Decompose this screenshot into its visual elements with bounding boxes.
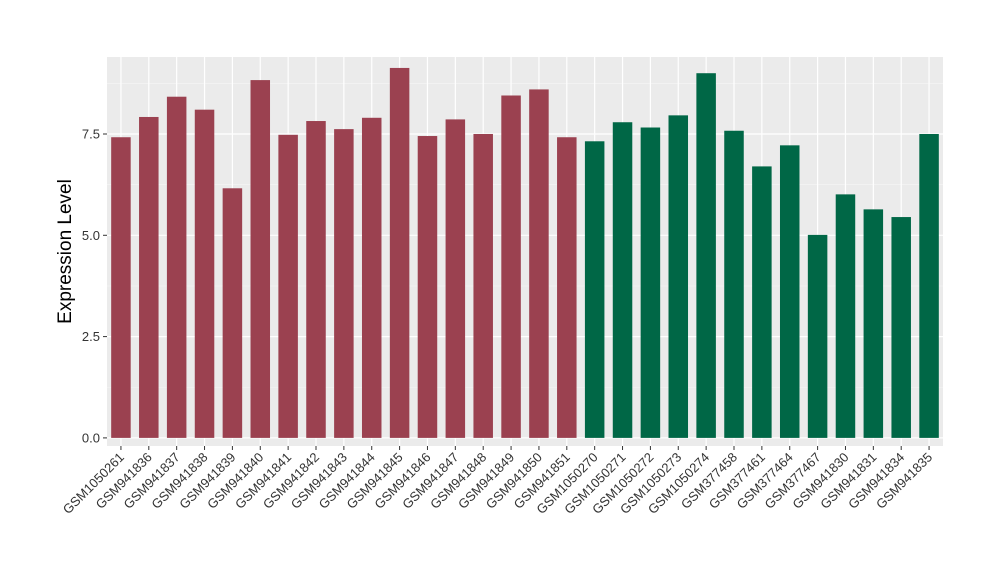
bar-gsm1050273 [668,115,689,438]
y-tick-label: 7.5 [82,126,100,141]
bar-gsm941841 [278,134,298,438]
bar-gsm377467 [807,234,828,438]
bar-gsm1050271 [612,122,633,438]
bars-group [111,67,939,438]
y-axis: 0.0 2.5 5.0 7.5 [82,126,107,445]
bar-gsm941838 [194,109,215,438]
bar-gsm1050272 [640,127,661,438]
bar-gsm1050270 [584,141,605,438]
bar-gsm941848 [473,133,493,438]
bar-gsm941840 [250,80,271,438]
bar-gsm941834 [891,217,911,438]
bar-gsm941835 [919,133,939,438]
bar-gsm941830 [835,194,856,438]
plot-panel [107,57,943,446]
bar-gsm941849 [501,95,521,438]
bar-gsm941850 [529,89,549,438]
bar-gsm941831 [863,209,884,438]
bar-gsm941844 [361,117,382,438]
bar-gsm941847 [445,119,466,438]
bar-gsm377461 [752,166,772,438]
bar-gsm941839 [222,188,243,438]
bar-gsm941846 [417,136,438,438]
bar-gsm941842 [306,121,326,438]
bar-gsm1050261 [111,137,131,438]
bar-gsm941845 [389,67,410,438]
bar-gsm941851 [557,137,577,438]
bar-gsm377458 [724,130,744,438]
bar-gsm377464 [779,145,800,438]
y-axis-title: Expression Level [55,179,76,324]
bar-gsm941837 [166,96,187,438]
minor-gridlines [107,83,943,388]
bar-gsm941836 [139,116,159,438]
y-tick-label: 5.0 [82,228,100,243]
bar-gsm1050274 [696,73,716,438]
y-tick-label: 2.5 [82,329,100,344]
y-tick-label: 0.0 [82,430,100,445]
bar-gsm941843 [334,129,354,438]
x-axis: GSM1050261GSM941836GSM941837GSM941838GSM… [60,446,935,517]
